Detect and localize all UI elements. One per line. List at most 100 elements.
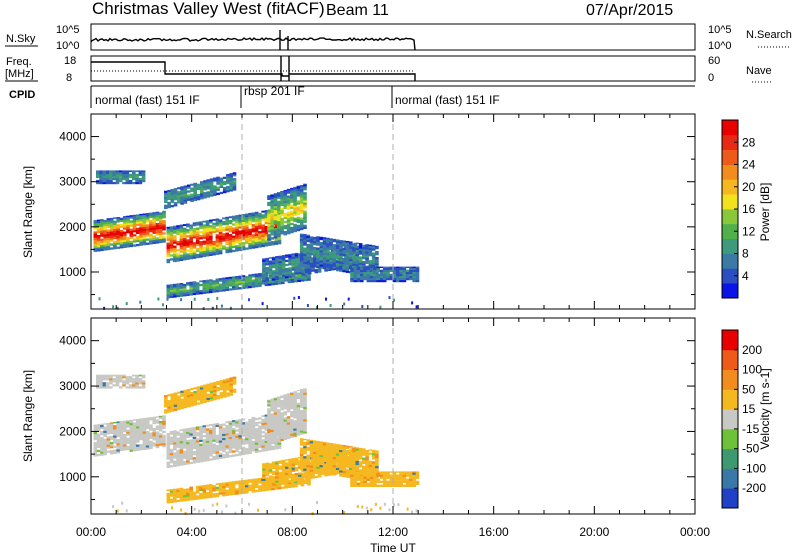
power-cell [215,238,220,241]
power-cell [209,219,213,222]
power-cell [297,273,301,276]
power-cell [119,246,124,249]
velocity-cell [285,462,289,465]
velocity-cell [293,401,297,405]
power-cell [225,238,229,241]
velocity-cell [280,436,284,439]
velocity-cell [113,422,117,424]
velocity-cell [155,437,160,441]
velocity-cell [209,438,213,441]
power-cell [167,205,171,209]
velocity-cell [116,426,120,429]
power-cell [189,230,193,233]
power-cell [277,282,282,285]
velocity-cell [365,460,369,463]
velocity-cell [306,464,310,468]
power-cell [306,262,310,265]
power-cell [409,277,413,281]
velocity-cell [345,469,350,472]
velocity-cell [199,451,203,455]
velocity-cell [363,480,367,483]
power-cell [299,203,304,206]
velocity-cell [229,391,233,394]
velocity-cell [293,403,297,407]
velocity-cell [360,484,364,487]
power-cell [113,234,117,238]
power-cell [195,290,200,293]
velocity-cell [375,469,379,473]
velocity-cell [275,466,279,469]
velocity-cell [275,462,279,465]
velocity-cell [219,380,224,383]
velocity-cell [267,418,271,421]
velocity-cell [245,442,249,445]
velocity-cell [173,398,178,401]
power-cell [251,283,256,286]
power-cell [155,229,160,232]
velocity-cell [106,428,111,431]
velocity-cell [132,374,136,377]
velocity-cell [363,484,367,487]
velocity-cell [326,462,330,465]
power-cell [280,213,284,217]
velocity-cell [303,456,307,459]
velocity-cell [270,431,274,434]
velocity-cell [317,475,322,478]
velocity-cell [248,437,252,440]
velocity-cell [228,432,233,435]
velocity-cell [319,454,324,458]
velocity-cell [126,425,130,428]
power-cell [109,229,114,232]
power-cell [169,250,174,253]
power-cell [199,280,203,283]
velocity-cell [192,459,197,462]
velocity-cell [212,425,216,428]
power-cell [362,263,366,266]
velocity-cell [332,443,337,445]
velocity-cell [270,419,274,422]
cpid-row: CPID normal (fast) 151 IF rbsp 201 IF no… [9,84,695,108]
velocity-cell [258,450,262,453]
velocity-cell [254,448,259,451]
power-cell [119,244,124,247]
velocity-cell [286,410,291,413]
power-cell [299,261,304,264]
power-cell [284,277,288,280]
velocity-cell [205,428,210,431]
power-cell [173,249,177,252]
power-cell [213,191,217,194]
power-cell [366,273,371,277]
power-cell [373,269,377,272]
velocity-cell [142,423,147,426]
velocity-cell [299,465,304,469]
velocity-cell [288,458,292,461]
velocity-cell [238,435,243,438]
power-cell [155,223,160,226]
power-cell [202,232,207,235]
power-cell [254,223,259,226]
velocity-cell [186,450,190,453]
power-cell [189,257,193,260]
power-cell [245,215,249,218]
power-cell [330,256,335,259]
velocity-cell [352,462,356,465]
velocity-cell [205,448,210,451]
velocity-cell [123,444,127,447]
power-cell [379,275,384,279]
power-cell [268,274,273,277]
velocity-cell [228,436,233,439]
power-cell [309,238,314,241]
power-cell [128,181,133,185]
velocity-cell [299,414,304,417]
power-cell [290,216,294,219]
power-cell [218,239,223,243]
power-cell [375,259,379,262]
velocity-cell [196,398,201,401]
velocity-cell [258,443,262,447]
power-cell [307,272,312,275]
velocity-cell [218,442,223,445]
velocity-cell [102,374,107,377]
velocity-cell [192,434,197,437]
power-cell [270,212,274,216]
power-cell [286,197,291,200]
